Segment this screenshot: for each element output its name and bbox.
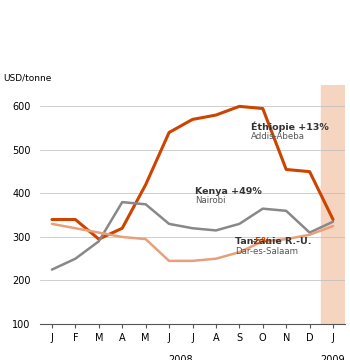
- Text: Addis-Abeba: Addis-Abeba: [251, 132, 305, 141]
- Text: Éthiopie +13%: Éthiopie +13%: [251, 122, 329, 132]
- Text: 2009: 2009: [321, 355, 345, 360]
- Text: Figure 13.: Figure 13.: [14, 18, 91, 31]
- Text: Dar-es-Salaam: Dar-es-Salaam: [234, 247, 298, 256]
- Text: Tanzanie R.-U.: Tanzanie R.-U.: [234, 237, 314, 246]
- Text: 2008: 2008: [168, 355, 193, 360]
- Text: -5%: -5%: [251, 237, 271, 246]
- Text: USD/tonne: USD/tonne: [4, 73, 52, 82]
- Text: Prix du maïs sur certains marchés de: Prix du maïs sur certains marchés de: [72, 18, 323, 31]
- Text: Kenya +49%: Kenya +49%: [195, 187, 261, 196]
- Text: Nairobi: Nairobi: [195, 197, 225, 206]
- Text: l’Afrique de l’Est: l’Afrique de l’Est: [14, 65, 123, 78]
- Bar: [321, 85, 345, 324]
